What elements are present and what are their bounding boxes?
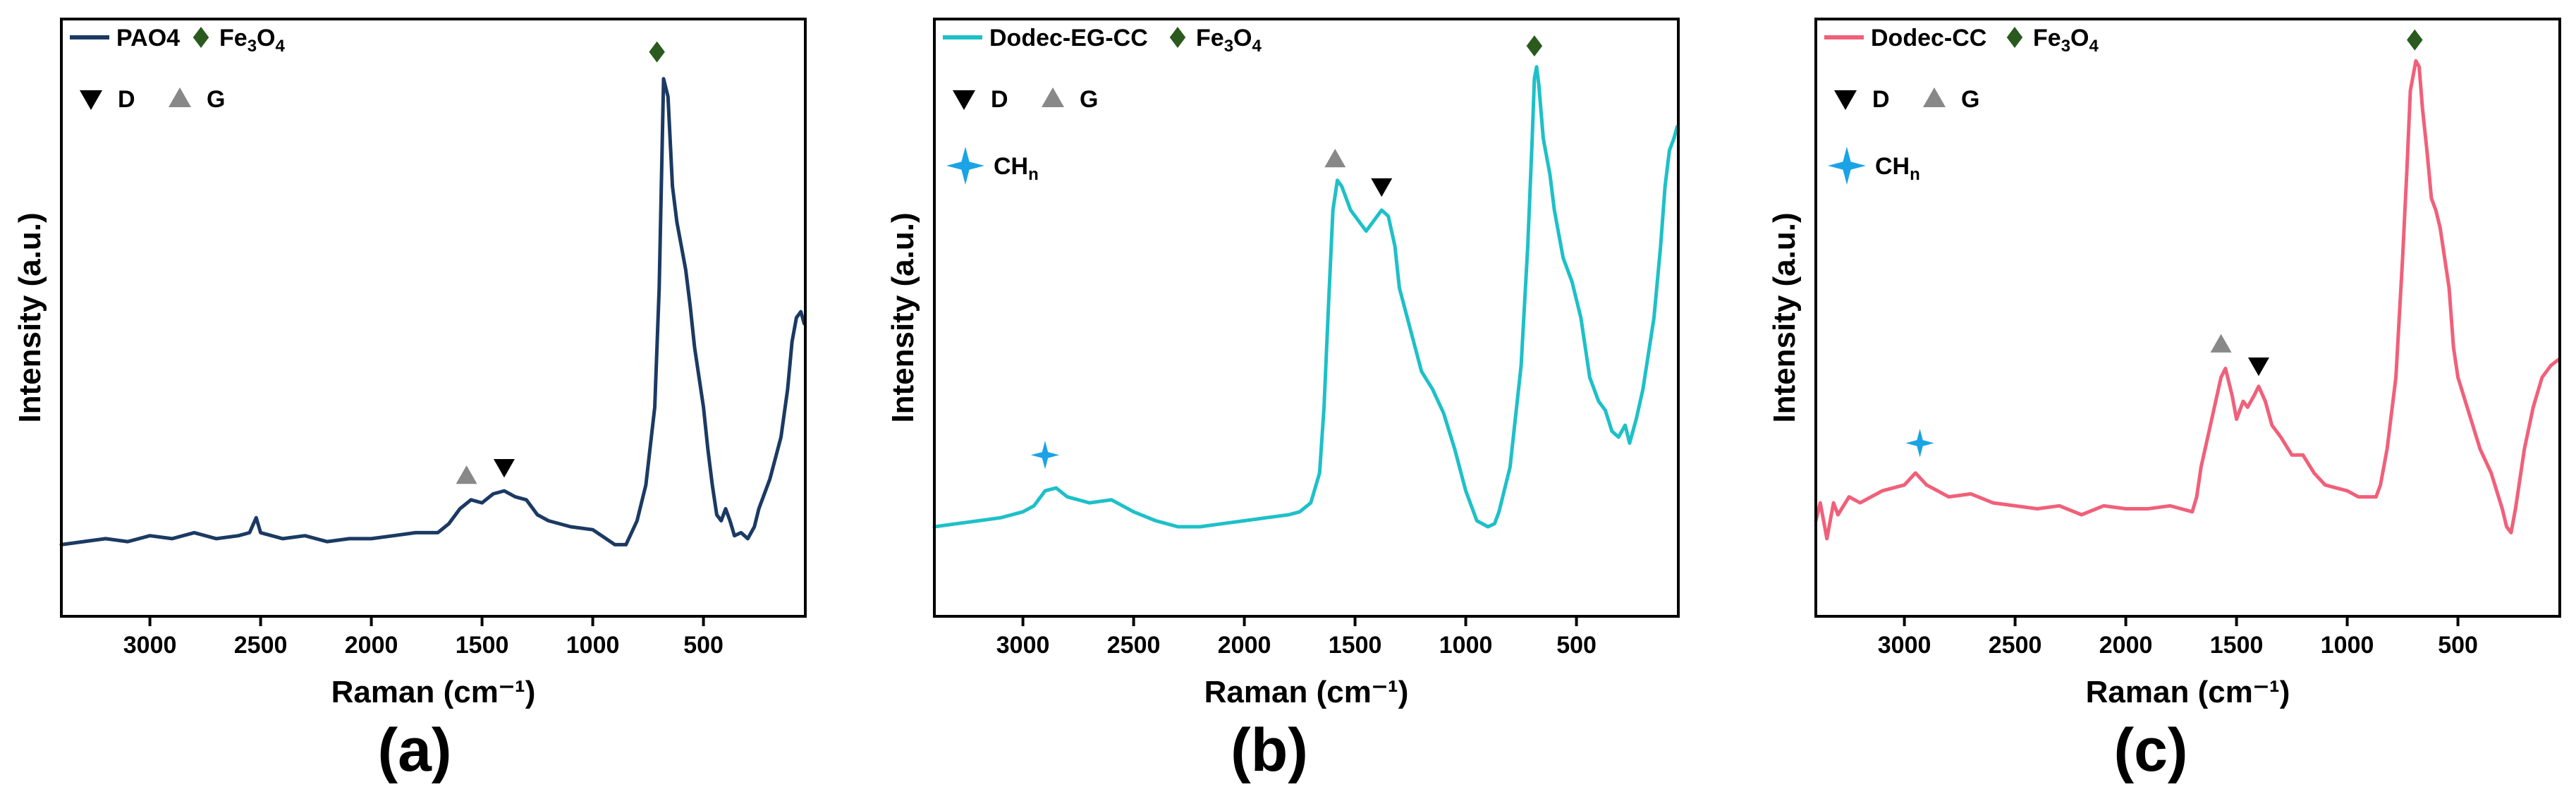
peak-marker-diamond-3 <box>2407 29 2423 51</box>
peak-marker-triangle-up-1 <box>456 465 477 484</box>
x-tick-label: 2000 <box>345 632 398 659</box>
x-tick-label: 2500 <box>1107 632 1161 659</box>
x-tick-label: 1500 <box>1329 632 1382 659</box>
x-tick-label: 2500 <box>1989 632 2042 659</box>
x-tick-label: 500 <box>1556 632 1597 659</box>
legend-g-label: G <box>1080 86 1098 113</box>
legend-row-1: Dodec-EG-CC Fe3O4 <box>943 25 1262 56</box>
x-tick-label: 1500 <box>456 632 509 659</box>
peak-marker-triangle-up-2 <box>1324 149 1346 168</box>
fe3o4-diamond-icon <box>1169 27 1186 48</box>
x-tick-label: 3000 <box>123 632 177 659</box>
x-tick-label: 500 <box>683 632 724 659</box>
y-axis-title: Intensity (a.u.) <box>13 212 47 422</box>
series-line-3-1 <box>1814 59 2560 541</box>
legend-triangle-down-icon <box>1834 90 1857 110</box>
series-line-2-1 <box>932 65 1679 529</box>
fe3o4-diamond-icon <box>2006 27 2023 48</box>
legend-d-label: D <box>1872 86 1890 113</box>
x-tick-label: 2500 <box>234 632 288 659</box>
x-tick-label: 2000 <box>2099 632 2153 659</box>
legend-triangle-up-icon <box>1923 87 1946 107</box>
panel-label: (a) <box>377 716 451 784</box>
chart-panel-1: 3000 2500 2000 1500 1000 500 Raman (cm⁻¹) Inten… <box>13 18 807 784</box>
series-line-1-1 <box>59 77 806 546</box>
legend-series-label: PAO4 <box>116 25 180 51</box>
chart-panel-3: 3000 2500 2000 1500 1000 500 Raman (cm⁻¹) Inten… <box>1767 18 2561 784</box>
peak-marker-triangle-down-1 <box>493 459 515 478</box>
x-tick-label: 1000 <box>1439 632 1493 659</box>
legend-fe3o4-label: Fe3O4 <box>2033 25 2099 56</box>
legend-chn-label: CHn <box>994 153 1039 184</box>
x-axis-title: Raman (cm⁻¹) <box>1204 675 1409 709</box>
x-tick-label: 1500 <box>2210 632 2264 659</box>
legend-chn-label: CHn <box>1875 153 1920 184</box>
peak-marker-diamond-1 <box>649 41 665 63</box>
y-axis-title: Intensity (a.u.) <box>886 212 920 422</box>
peak-marker-diamond-2 <box>1526 35 1543 57</box>
peak-marker-triangle-down-2 <box>1371 178 1393 197</box>
peak-marker-triangle-down-3 <box>2247 358 2269 377</box>
fe3o4-diamond-icon <box>193 27 209 48</box>
chart-panel-2: 3000 2500 2000 1500 1000 500 Raman (cm⁻¹) Inten… <box>886 18 1680 784</box>
legend-row-1: PAO4 Fe3O4 <box>70 25 286 56</box>
x-tick-label: 2000 <box>1218 632 1271 659</box>
chn-star-icon <box>1828 147 1866 185</box>
legend-row-3: CHn <box>946 147 1039 185</box>
legend-triangle-down-icon <box>80 90 102 110</box>
legend-g-label: G <box>207 86 225 113</box>
legend-series-label: Dodec-EG-CC <box>989 25 1148 51</box>
x-axis-title: Raman (cm⁻¹) <box>2086 675 2290 709</box>
chn-star-icon <box>946 147 984 185</box>
legend-triangle-up-icon <box>169 87 191 107</box>
peak-marker-star4-2 <box>1030 441 1060 470</box>
plot-frame <box>1814 18 2561 618</box>
legend-series-label: Dodec-CC <box>1871 25 1986 51</box>
peak-marker-star4-3 <box>1905 429 1934 458</box>
x-tick-label: 1000 <box>2321 632 2374 659</box>
legend-triangle-down-icon <box>953 90 975 110</box>
x-tick-label: 3000 <box>996 632 1050 659</box>
legend-triangle-up-icon <box>1042 87 1064 107</box>
legend-d-label: D <box>991 86 1008 113</box>
panel-label: (b) <box>1231 716 1308 784</box>
x-tick-label: 500 <box>2438 632 2478 659</box>
legend-d-label: D <box>118 86 135 113</box>
x-tick-label: 1000 <box>566 632 620 659</box>
legend-row-1: Dodec-CC Fe3O4 <box>1824 25 2099 56</box>
plot-frame <box>60 18 807 618</box>
legend-fe3o4-label: Fe3O4 <box>1196 25 1262 56</box>
legend-fe3o4-label: Fe3O4 <box>219 25 286 56</box>
x-axis-title: Raman (cm⁻¹) <box>331 675 536 709</box>
legend-g-label: G <box>1961 86 1979 113</box>
x-tick-label: 3000 <box>1878 632 1931 659</box>
legend-row-3: CHn <box>1828 147 1920 185</box>
plot-frame <box>933 18 1680 618</box>
panel-label: (c) <box>2113 716 2187 784</box>
peak-marker-triangle-up-3 <box>2210 334 2232 353</box>
y-axis-title: Intensity (a.u.) <box>1767 212 1802 422</box>
